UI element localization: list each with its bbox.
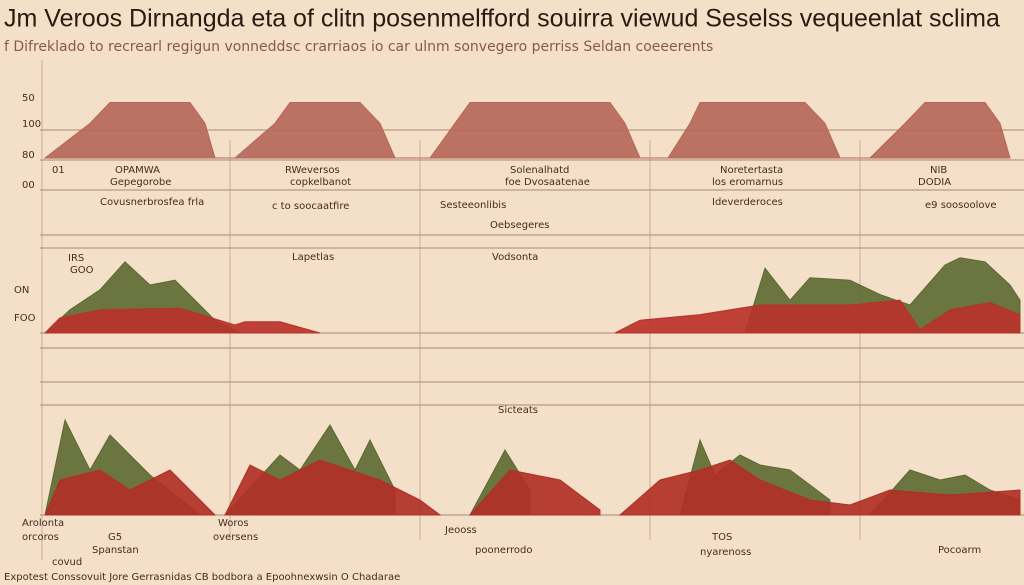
annotation: Pocoarm (938, 545, 981, 556)
annotation: foe Dvosaatenae (505, 177, 590, 188)
annotation: Gepegorobe (110, 177, 171, 188)
annotation: c to soocaatfire (272, 201, 349, 212)
annotation: OPAMWA (115, 165, 160, 176)
annotation: covud (52, 557, 82, 568)
annotation: TOS (711, 532, 732, 543)
annotation: G5 (108, 532, 122, 543)
annotation: DODIA (918, 177, 951, 188)
annotation: Jeooss (444, 525, 477, 536)
annotation: e9 soosoolove (925, 200, 997, 211)
annotation: Noretertasta (720, 165, 783, 176)
annotation: NIB (930, 165, 947, 176)
annotation: Oebsegeres (490, 220, 550, 231)
annotation: 80 (22, 150, 35, 161)
annotation: IRS (68, 253, 84, 264)
footer: Expotest Conssovuit Jore Gerrasnidas CB … (4, 572, 400, 583)
annotation: los eromarnus (712, 177, 783, 188)
annotation: Spanstan (92, 545, 139, 556)
annotation: 01 (52, 165, 65, 176)
annotation: Sesteeonlibis (440, 200, 506, 211)
annotation: ON (14, 285, 29, 296)
annotation: Solenalhatd (510, 165, 569, 176)
annotation: GOO (70, 265, 94, 276)
area (44, 459, 1021, 516)
annotation: 00 (22, 180, 35, 191)
chart-subtitle: f Difreklado to recrearl regigun vonnedd… (4, 39, 713, 55)
area (43, 299, 1021, 334)
annotation: FOO (14, 313, 36, 324)
annotation: copkelbanot (290, 177, 351, 188)
annotation: Covusnerbrosfea frla (100, 197, 204, 208)
annotation: Vodsonta (492, 252, 538, 263)
annotation: orcoros (22, 532, 59, 543)
annotation: nyarenoss (700, 547, 751, 558)
annotation: 100 (22, 119, 41, 130)
annotation: RWeversos (285, 165, 340, 176)
annotation: oversens (213, 532, 258, 543)
annotation: Arolonta (22, 518, 64, 529)
annotation: 50 (22, 93, 35, 104)
annotation: Lapetlas (292, 252, 334, 263)
area (43, 102, 1011, 159)
annotation: poonerrodo (475, 545, 533, 556)
annotation: Sicteats (498, 405, 538, 416)
annotation: Ideverderoces (712, 197, 783, 208)
annotation: Woros (218, 518, 249, 529)
chart-title: Jm Veroos Dirnangda eta of clitn posenme… (4, 5, 1000, 33)
